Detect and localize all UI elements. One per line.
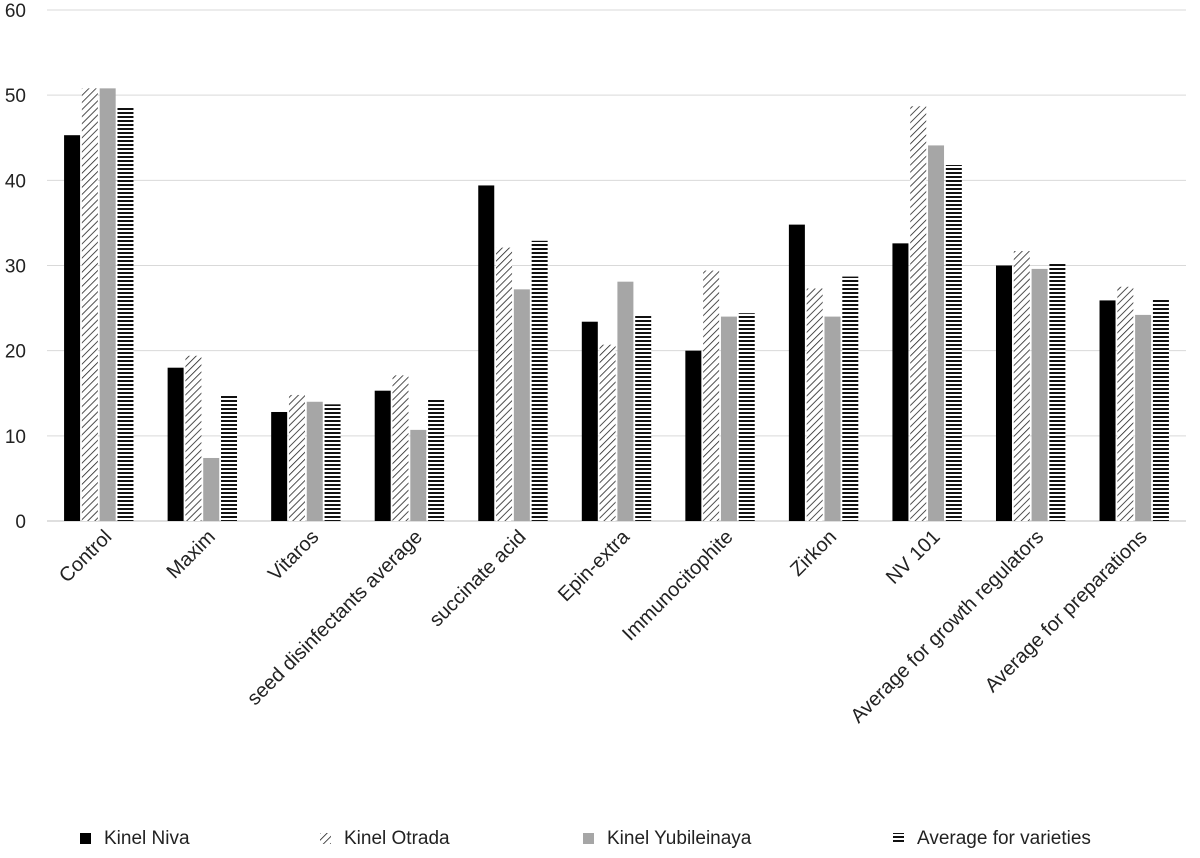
- bar-average-for-varieties-9: [1049, 263, 1066, 521]
- y-tick-label: 50: [5, 86, 26, 107]
- y-tick-label: 0: [15, 512, 26, 533]
- x-tick-label: Immunocitophite: [618, 526, 737, 645]
- x-tick-label: Maxim: [163, 526, 220, 583]
- legend-swatch-average-for-varieties: [893, 833, 904, 844]
- x-tick-label: Vitaros: [264, 526, 323, 585]
- y-tick-label: 10: [5, 427, 26, 448]
- y-tick-label: 30: [5, 257, 26, 278]
- bar-kinel-yubileinaya-3: [410, 429, 427, 521]
- bar-kinel-otrada-1: [185, 355, 202, 521]
- bar-average-for-varieties-1: [221, 394, 238, 521]
- bar-kinel-niva-7: [788, 224, 805, 521]
- bar-kinel-niva-0: [64, 135, 81, 521]
- bar-kinel-yubileinaya-7: [824, 316, 841, 521]
- bar-kinel-yubileinaya-5: [617, 281, 634, 521]
- y-tick-label: 20: [5, 342, 26, 363]
- bar-kinel-otrada-8: [910, 106, 927, 521]
- legend-label: Kinel Otrada: [344, 828, 450, 849]
- bar-kinel-otrada-3: [392, 375, 409, 521]
- bar-average-for-varieties-7: [842, 276, 859, 521]
- legend-swatch-kinel-niva: [80, 833, 91, 844]
- bar-average-for-varieties-2: [324, 404, 341, 521]
- bar-average-for-varieties-5: [635, 315, 652, 521]
- legend-label: Kinel Niva: [104, 828, 190, 849]
- bar-kinel-otrada-9: [1013, 251, 1030, 521]
- bar-kinel-otrada-5: [599, 344, 616, 521]
- x-tick-label: seed disinfectants average: [243, 526, 427, 710]
- legend-swatch-kinel-yubileinaya: [583, 833, 594, 844]
- x-tick-label: NV 101: [882, 526, 945, 589]
- bar-kinel-niva-8: [892, 243, 909, 521]
- x-tick-label: succinate acid: [425, 526, 530, 631]
- bar-average-for-varieties-10: [1152, 299, 1169, 521]
- bar-kinel-yubileinaya-8: [928, 145, 945, 522]
- bar-average-for-varieties-8: [945, 165, 962, 521]
- bar-kinel-niva-6: [685, 350, 702, 521]
- bar-kinel-otrada-7: [806, 288, 823, 521]
- bar-kinel-yubileinaya-6: [720, 316, 737, 521]
- bar-kinel-yubileinaya-10: [1135, 314, 1152, 521]
- bar-kinel-otrada-0: [81, 88, 98, 521]
- legend-label: Kinel Yubileinaya: [607, 828, 752, 849]
- bar-kinel-niva-3: [374, 390, 391, 521]
- bar-kinel-niva-2: [271, 411, 288, 521]
- bar-kinel-yubileinaya-4: [513, 289, 530, 521]
- bar-kinel-niva-9: [995, 265, 1012, 521]
- bar-kinel-otrada-10: [1117, 286, 1134, 521]
- bar-kinel-otrada-2: [288, 394, 305, 521]
- bar-kinel-otrada-4: [496, 247, 513, 522]
- bar-average-for-varieties-0: [117, 106, 134, 521]
- bar-kinel-yubileinaya-1: [203, 457, 220, 521]
- x-tick-label: Zirkon: [786, 526, 841, 581]
- y-tick-label: 60: [5, 1, 26, 22]
- bar-average-for-varieties-3: [428, 398, 445, 521]
- bar-kinel-yubileinaya-9: [1031, 268, 1048, 521]
- bar-kinel-yubileinaya-2: [306, 401, 323, 521]
- y-tick-label: 40: [5, 171, 26, 192]
- legend-swatch-kinel-otrada: [320, 833, 331, 844]
- bar-average-for-varieties-6: [738, 313, 755, 521]
- x-tick-label: Average for growth regulators: [847, 526, 1049, 728]
- bar-average-for-varieties-4: [531, 240, 548, 521]
- bar-kinel-yubileinaya-0: [99, 88, 116, 521]
- y-axis-ticks: 0 10 20 30 40 50 60: [5, 1, 26, 533]
- bar-kinel-niva-5: [581, 321, 598, 521]
- legend: Kinel Niva Kinel Otrada Kinel Yubileinaya A…: [80, 828, 1091, 849]
- bar-kinel-otrada-6: [703, 270, 720, 521]
- bar-kinel-niva-4: [478, 185, 495, 521]
- bar-kinel-niva-10: [1099, 300, 1116, 521]
- x-tick-label: Control: [55, 526, 116, 587]
- bar-kinel-niva-1: [167, 367, 184, 521]
- bars-group: [64, 88, 1169, 522]
- x-tick-label: Epin-extra: [554, 525, 635, 606]
- legend-label: Average for varieties: [917, 828, 1091, 849]
